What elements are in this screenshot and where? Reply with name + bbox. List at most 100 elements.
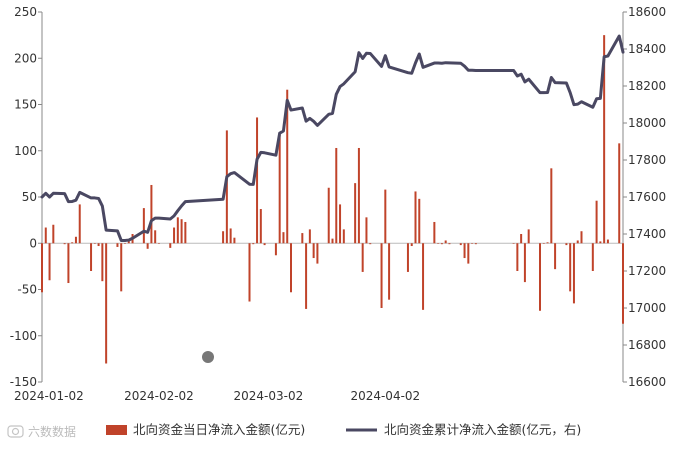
bar: [327, 187, 330, 244]
right-tick-label: 17200: [628, 264, 666, 278]
bar: [539, 243, 541, 311]
bar: [550, 168, 553, 244]
bar: [63, 243, 66, 245]
bar: [180, 219, 183, 244]
bar: [305, 243, 308, 309]
bar: [41, 243, 43, 293]
bar: [410, 243, 413, 247]
left-tick-label: -50: [17, 283, 37, 297]
left-tick-label: 150: [14, 98, 37, 112]
bar: [154, 230, 157, 244]
left-tick-label: 250: [14, 5, 37, 19]
bar: [259, 209, 262, 244]
right-tick-label: 18600: [628, 5, 666, 19]
bar: [565, 243, 568, 246]
watermark: 六数数据: [7, 424, 76, 439]
bar: [440, 243, 443, 245]
bar: [282, 232, 285, 244]
axes: [41, 12, 624, 382]
bar: [278, 133, 281, 244]
bar: [331, 238, 334, 244]
bar: [124, 243, 126, 244]
x-tick-label: 2024-03-02: [233, 389, 303, 403]
x-tick-label: 2024-04-02: [350, 389, 420, 403]
bar: [74, 236, 77, 244]
bar: [176, 217, 179, 244]
bar: [142, 208, 145, 244]
bar: [301, 233, 304, 244]
cursor-marker: [202, 351, 214, 363]
bar: [48, 243, 51, 281]
bar: [101, 243, 104, 282]
bar: [422, 243, 425, 310]
left-tick-label: 200: [14, 51, 37, 65]
bar: [335, 147, 338, 244]
bar: [316, 243, 319, 264]
right-tick-label: 17800: [628, 153, 666, 167]
bar: [71, 242, 74, 244]
bar: [369, 243, 372, 245]
bar: [471, 243, 474, 244]
bar: [554, 243, 557, 270]
bar: [576, 240, 579, 244]
bar-series: [41, 35, 624, 364]
legend: 北向资金当日净流入金额(亿元) 北向资金累计净流入金额(亿元，右): [106, 422, 581, 437]
bar: [263, 243, 266, 246]
x-tick-label: 2024-01-02: [14, 389, 84, 403]
bar: [595, 200, 598, 244]
x-tick-labels: 2024-01-02 2024-02-02 2024-03-02 2024-04-02: [14, 389, 420, 403]
bar: [546, 242, 549, 244]
bar: [459, 243, 462, 246]
bar: [248, 243, 251, 302]
bar: [603, 35, 606, 244]
bar: [252, 243, 255, 245]
bar: [512, 243, 515, 244]
bar: [433, 221, 436, 244]
bar: [354, 183, 357, 244]
bar: [157, 243, 160, 244]
bar: [448, 243, 451, 245]
camera-logo-icon: [7, 425, 24, 438]
bar: [146, 243, 149, 249]
cumulative-line: [40, 34, 625, 242]
bar: [622, 243, 624, 324]
right-tick-label: 17400: [628, 227, 666, 241]
left-tick-label: -150: [10, 375, 37, 389]
bar: [290, 243, 292, 293]
right-tick-label: 16600: [628, 375, 666, 389]
bar: [516, 243, 519, 271]
bar: [184, 221, 187, 244]
bar: [365, 217, 368, 244]
bar: [406, 243, 409, 272]
right-y-tick-labels: 16600 16800 17000 17200 17400 17600 17800 18000…: [623, 5, 666, 389]
bar: [339, 204, 342, 244]
bar: [591, 243, 594, 271]
bar: [542, 243, 545, 244]
bar: [222, 231, 225, 244]
watermark-text: 六数数据: [28, 424, 76, 439]
bar: [93, 243, 96, 244]
bar: [78, 204, 81, 244]
bar: [52, 224, 55, 244]
bar: [256, 117, 259, 244]
legend-bar-swatch: [106, 425, 127, 435]
bar: [274, 243, 277, 256]
bar: [580, 231, 583, 244]
bar: [437, 243, 440, 244]
bar: [308, 229, 311, 244]
bar: [606, 239, 609, 244]
bar: [380, 243, 383, 308]
bar: [361, 243, 364, 272]
bar: [312, 243, 315, 259]
bar: [618, 143, 621, 244]
bar: [520, 234, 523, 244]
bar: [105, 243, 108, 364]
bar: [127, 241, 130, 244]
right-tick-label: 16800: [628, 338, 666, 352]
bar: [357, 147, 360, 244]
left-tick-label: -100: [10, 329, 37, 343]
bar: [90, 243, 93, 271]
bar: [44, 227, 47, 244]
